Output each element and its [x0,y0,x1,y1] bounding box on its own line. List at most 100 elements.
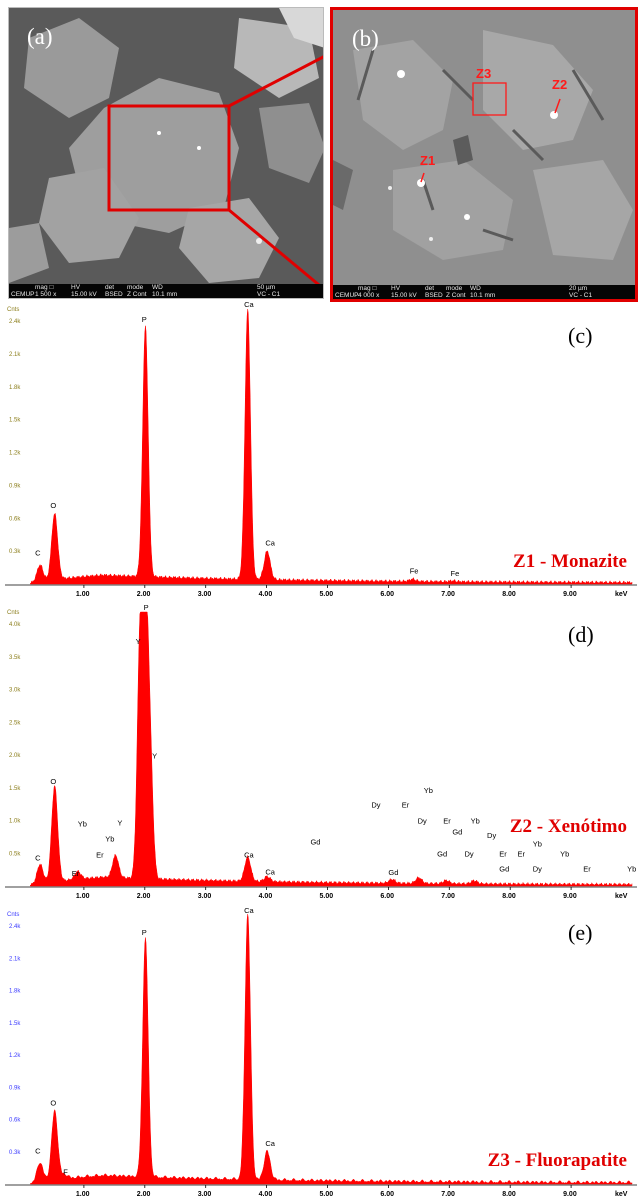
peak-label: Er [402,801,410,810]
x-tick-label: 6.00 [380,893,394,900]
peak-label: O [50,1099,56,1108]
x-tick-label: 3.00 [198,591,212,598]
mineral-label-e: Z3 - Fluorapatite [487,1150,627,1171]
peak-label: O [50,777,56,786]
y-tick-label: 0.6k [9,1118,21,1124]
peak-label: Gd [310,838,320,847]
sem-micrograph-a [9,8,323,298]
peak-label: P [142,315,147,324]
y-tick-label: 1.5k [9,1021,21,1027]
peak-label: Er [443,817,451,826]
sem-image-a: (a) CEMUP mag □ 1 500 x HV 15.00 kV det BSE… [8,7,324,299]
zone-label-z1: Z1 [420,153,436,168]
y-tick-label: 2.4k [9,924,21,930]
y-tick-label: 2.1k [9,956,21,962]
x-tick-label: 1.00 [76,591,90,598]
peak-label: Gd [452,827,462,836]
zone-label-z2: Z2 [552,77,568,92]
sem-logo-a: CEMUP [11,291,35,298]
x-tick-label: 5.00 [320,591,334,598]
x-tick-label: 4.00 [259,893,273,900]
panel-label-b: (b) [352,26,379,51]
y-tick-label: 1.5k [9,786,21,792]
x-tick-label: 2.00 [137,591,151,598]
x-tick-label: 7.00 [441,1191,455,1198]
spectrum-series [30,308,633,585]
peak-label: Y [136,637,141,646]
x-tick-label: 9.00 [563,1191,577,1198]
zoom-line-top [228,55,323,108]
peak-label: P [142,928,147,937]
x-tick-label: 2.00 [137,893,151,900]
panel-label-c: (c) [568,323,593,348]
peak-label: Y [117,818,122,827]
eds-spectrum-d: Cnts 4.0k 3.5k 3.0k 2.5k 2.0k 1.5k 1.0k 0.5k C O Er… [5,604,637,906]
x-tick-label: 2.00 [137,1191,151,1198]
peak-label: Ca [244,906,254,915]
y-axis-title: Cnts [7,610,19,616]
x-tick-label: 3.00 [198,893,212,900]
zone-label-z3: Z3 [476,66,492,81]
peak-label: Er [96,850,104,859]
y-tick-label: 0.5k [9,851,21,857]
spectrum-series [30,611,633,887]
zoom-line-bottom [228,208,323,291]
peak-label: Ca [265,868,275,877]
peak-label: C [35,548,41,557]
peak-label: Yb [78,820,87,829]
mineral-label-c: Z1 - Monazite [513,551,627,572]
peak-label: F [63,1167,68,1176]
peak-label: Dy [533,864,542,873]
peak-label: Ca [265,539,275,548]
y-tick-label: 0.9k [9,1085,21,1091]
x-tick-label: 9.00 [563,893,577,900]
peak-label: Gd [437,850,447,859]
x-tick-label: 8.00 [502,893,516,900]
x-tick-label: 8.00 [502,1191,516,1198]
sem-micrograph-b [333,10,635,299]
spectrum-plot-e: Cnts 2.4k 2.1k 1.8k 1.5k 1.2k 0.9k 0.6k 0.3k C O F P… [5,906,637,1198]
zoom-box [107,104,231,212]
peak-label: Ca [265,1139,275,1148]
y-tick-label: 2.4k [9,319,21,325]
panel-label-e: (e) [568,920,593,945]
y-tick-label: 0.9k [9,483,21,489]
peak-label: C [35,1146,41,1155]
y-tick-label: 2.5k [9,720,21,726]
peak-label: Yb [560,850,569,859]
panel-label-a: (a) [27,24,53,49]
x-tick-label: 6.00 [380,1191,394,1198]
y-tick-label: 4.0k [9,622,21,628]
peak-label: Er [518,850,526,859]
panel-label-d: (d) [568,622,594,647]
y-tick-label: 1.5k [9,418,21,424]
y-tick-label: 2.0k [9,753,21,759]
peak-label: Dy [371,801,380,810]
peak-label: Yb [105,834,114,843]
peak-label: Gd [388,868,398,877]
y-tick-label: 1.2k [9,1053,21,1059]
peak-label: Ca [244,301,254,309]
x-tick-label: 4.00 [259,591,273,598]
peak-label: Fe [410,567,419,576]
y-tick-label: 2.1k [9,352,21,358]
x-tick-label: 1.00 [76,1191,90,1198]
peak-label: Er [583,864,591,873]
x-tick-label: 8.00 [502,591,516,598]
x-tick-label: 7.00 [441,591,455,598]
peak-label: Er [72,869,80,878]
y-tick-label: 1.8k [9,989,21,995]
z1-pointer [420,172,425,183]
x-tick-label: 5.00 [320,1191,334,1198]
y-tick-label: 3.5k [9,655,21,661]
x-tick-label: 7.00 [441,893,455,900]
x-tick-label: 6.00 [380,591,394,598]
x-tick-label: 1.00 [76,893,90,900]
peak-label: O [50,501,56,510]
y-tick-label: 1.2k [9,451,21,457]
x-tick-label: 5.00 [320,893,334,900]
peak-label: Dy [418,817,427,826]
eds-spectrum-c: Cnts 2.4k 2.1k 1.8k 1.5k 1.2k 0.9k 0.6k 0.3k C O P C… [5,301,637,604]
y-tick-label: 1.8k [9,385,21,391]
y-tick-label: 0.3k [9,549,21,555]
